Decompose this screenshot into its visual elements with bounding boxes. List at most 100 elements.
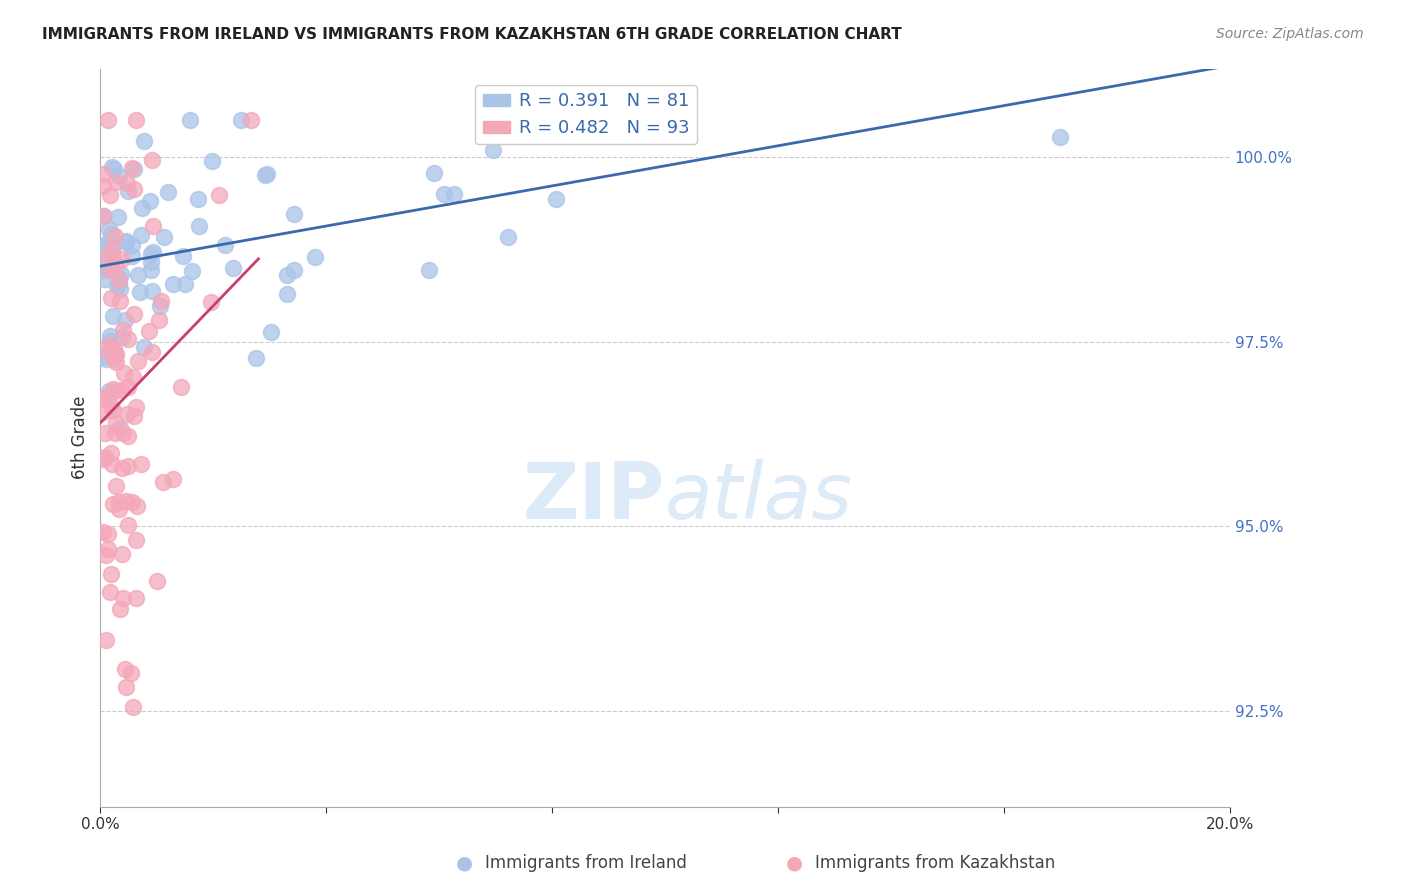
Point <box>101 497 124 511</box>
Point <box>100 446 122 460</box>
Point <box>127 268 149 283</box>
Point <box>115 408 138 422</box>
Point <box>245 351 267 365</box>
Point <box>100 260 122 275</box>
Point <box>443 187 465 202</box>
Point <box>129 457 152 471</box>
Point <box>91 342 114 356</box>
Point <box>100 227 122 241</box>
Point <box>125 591 148 606</box>
Point <box>256 167 278 181</box>
Point <box>94 272 117 286</box>
Text: ●: ● <box>786 854 803 872</box>
Point <box>503 128 526 143</box>
Point <box>103 352 125 367</box>
Point <box>93 451 115 466</box>
Point <box>103 342 125 356</box>
Text: ZIP: ZIP <box>523 458 665 535</box>
Point <box>112 426 135 441</box>
Point <box>97 249 120 263</box>
Point <box>433 187 456 202</box>
Point <box>100 567 122 582</box>
Point <box>101 403 124 417</box>
Point <box>105 175 128 189</box>
Point <box>104 426 127 441</box>
Point <box>129 285 152 299</box>
Point <box>122 369 145 384</box>
Text: Source: ZipAtlas.com: Source: ZipAtlas.com <box>1216 27 1364 41</box>
Point <box>1049 130 1071 145</box>
Point <box>614 113 637 128</box>
Point <box>100 291 122 305</box>
Point <box>121 495 143 509</box>
Point <box>101 457 124 471</box>
Point <box>283 207 305 221</box>
Point <box>145 574 167 588</box>
Point <box>94 633 117 648</box>
Point <box>114 662 136 676</box>
Text: Immigrants from Kazakhstan: Immigrants from Kazakhstan <box>815 855 1056 872</box>
Point <box>91 237 114 252</box>
Point <box>110 282 132 296</box>
Point <box>101 239 124 253</box>
Point <box>214 238 236 252</box>
Point <box>125 499 148 513</box>
Point <box>111 323 134 337</box>
Point <box>96 526 118 541</box>
Point <box>117 184 139 198</box>
Point <box>496 230 519 244</box>
Point <box>139 194 162 208</box>
Point <box>94 425 117 440</box>
Point <box>276 268 298 283</box>
Point <box>208 188 231 202</box>
Point <box>162 277 184 291</box>
Point <box>142 244 165 259</box>
Point <box>121 249 143 263</box>
Point <box>131 201 153 215</box>
Point <box>121 161 143 175</box>
Point <box>172 249 194 263</box>
Point <box>94 548 117 562</box>
Point <box>93 254 115 268</box>
Point <box>114 680 136 694</box>
Point <box>153 229 176 244</box>
Point <box>142 219 165 234</box>
Point <box>100 338 122 352</box>
Point <box>114 313 136 327</box>
Point <box>120 666 142 681</box>
Point <box>101 382 124 396</box>
Point <box>304 251 326 265</box>
Point <box>96 390 118 404</box>
Point <box>97 384 120 398</box>
Point <box>108 602 131 616</box>
Text: Immigrants from Ireland: Immigrants from Ireland <box>485 855 688 872</box>
Point <box>125 113 148 128</box>
Point <box>101 310 124 324</box>
Point <box>91 524 114 539</box>
Point <box>108 494 131 508</box>
Point <box>162 471 184 485</box>
Point <box>97 222 120 236</box>
Point <box>121 238 143 252</box>
Point <box>111 591 134 605</box>
Point <box>107 211 129 225</box>
Point <box>108 276 131 290</box>
Point <box>105 279 128 293</box>
Point <box>91 240 114 254</box>
Point <box>117 429 139 443</box>
Point <box>138 324 160 338</box>
Point <box>121 700 143 714</box>
Point <box>91 262 114 277</box>
Legend: R = 0.391   N = 81, R = 0.482   N = 93: R = 0.391 N = 81, R = 0.482 N = 93 <box>475 85 696 145</box>
Point <box>105 355 128 369</box>
Point <box>105 257 128 271</box>
Point <box>122 181 145 195</box>
Point <box>110 421 132 435</box>
Point <box>107 272 129 286</box>
Point <box>117 332 139 346</box>
Point <box>200 295 222 310</box>
Point <box>201 153 224 168</box>
Point <box>100 399 122 413</box>
Point <box>546 192 568 206</box>
Point <box>127 354 149 368</box>
